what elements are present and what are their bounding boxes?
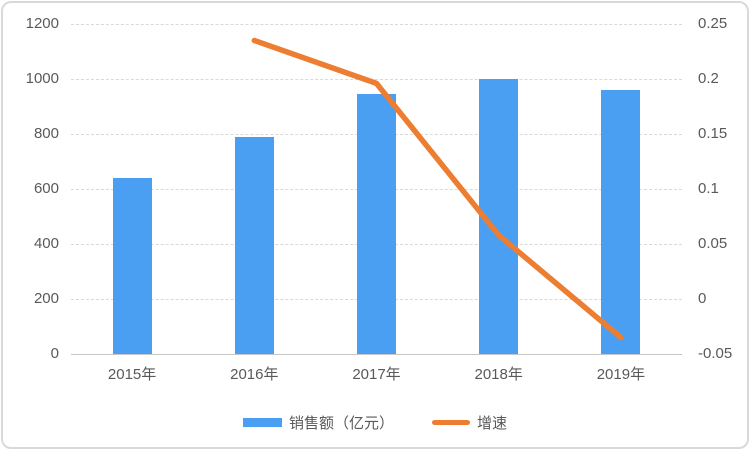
right-axis-tick: 0.05 (698, 235, 728, 252)
x-axis-label: 2016年 (230, 366, 279, 383)
right-axis-tick: 0.2 (698, 70, 719, 87)
bar-2019年 (601, 90, 641, 354)
growth-legend-swatch (432, 420, 470, 425)
left-axis-tick: 0 (50, 345, 59, 362)
sales-legend-swatch (242, 418, 282, 427)
gridline (71, 79, 682, 80)
growth-legend-label: 增速 (477, 415, 508, 432)
right-axis-tick: 0 (698, 290, 707, 307)
right-axis-tick: -0.05 (698, 345, 733, 362)
gridline (71, 24, 682, 25)
right-axis-tick: 0.25 (698, 15, 728, 32)
left-axis-tick: 600 (33, 180, 59, 197)
left-axis-tick: 400 (33, 235, 59, 252)
gridline (71, 354, 682, 355)
legend-item-growth: 增速 (432, 412, 507, 433)
right-axis-tick: 0.15 (698, 125, 728, 142)
sales-legend-label: 销售额（亿元） (288, 415, 394, 432)
legend-item-sales: 销售额（亿元） (242, 412, 394, 433)
right-axis-tick: 0.1 (698, 180, 719, 197)
left-axis-tick: 800 (33, 125, 59, 142)
bar-2016年 (234, 136, 274, 354)
x-axis-label: 2018年 (474, 366, 523, 383)
bar-2015年 (112, 178, 152, 354)
x-axis-label: 2019年 (596, 366, 646, 383)
left-axis-tick: 200 (33, 290, 59, 307)
x-axis-label: 2017年 (352, 366, 401, 383)
legend: 销售额（亿元） 增速 (3, 412, 747, 433)
left-axis-tick: 1000 (25, 70, 59, 87)
x-axis-label: 2015年 (107, 366, 157, 383)
bar-2017年 (357, 94, 396, 354)
left-axis-tick: 1200 (25, 15, 59, 32)
bar-2018年 (479, 79, 519, 354)
